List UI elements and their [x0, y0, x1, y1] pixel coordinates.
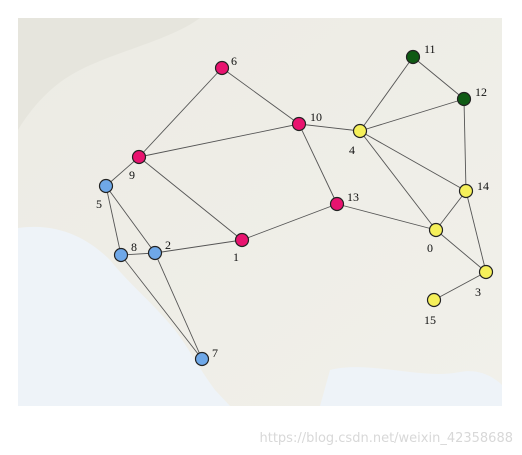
edge: [138, 123, 300, 158]
node: [478, 264, 494, 280]
edge: [412, 56, 465, 100]
edge: [336, 203, 437, 231]
edge: [433, 271, 487, 301]
node: [214, 60, 230, 76]
node: [458, 183, 474, 199]
edge: [154, 239, 243, 254]
node-label: 12: [475, 85, 487, 99]
node-label: 11: [424, 42, 436, 56]
edge: [138, 67, 223, 158]
node: [405, 49, 421, 65]
edge: [435, 229, 487, 273]
map-background: [18, 18, 502, 406]
node-label: 6: [231, 54, 237, 68]
node: [131, 149, 147, 165]
edge: [435, 190, 467, 231]
edge: [241, 203, 338, 241]
node-label: 8: [131, 240, 137, 254]
node: [428, 222, 444, 238]
edge: [359, 130, 467, 192]
edge: [120, 254, 203, 360]
edge: [105, 185, 122, 256]
edge: [154, 252, 203, 360]
node: [113, 247, 129, 263]
node-label: 9: [129, 168, 135, 182]
node-label: 5: [96, 197, 102, 211]
node: [147, 245, 163, 261]
edge: [221, 67, 300, 125]
node: [291, 116, 307, 132]
node: [426, 292, 442, 308]
watermark: https://blog.csdn.net/weixin_42358688: [259, 431, 513, 446]
edge: [105, 185, 156, 254]
node: [329, 196, 345, 212]
node-label: 1: [233, 250, 239, 264]
edge: [465, 190, 487, 273]
node-label: 0: [427, 241, 433, 255]
node: [194, 351, 210, 367]
edge: [359, 98, 465, 132]
node-labels: 0 1 2 3 4 5 6 7 8 9 10 11 12 13 14 15: [96, 42, 489, 360]
edge: [359, 130, 437, 231]
node-label: 10: [310, 110, 322, 124]
node-label: 13: [347, 190, 359, 204]
edge: [138, 156, 243, 241]
edge: [105, 156, 140, 187]
node-label: 7: [212, 346, 218, 360]
node-label: 14: [477, 179, 489, 193]
edge: [463, 98, 467, 192]
edges: [105, 56, 487, 360]
edge: [298, 123, 361, 132]
node-label: 3: [475, 285, 481, 299]
node-label: 4: [349, 143, 355, 157]
edge: [298, 123, 338, 205]
node: [98, 178, 114, 194]
nodes: [98, 49, 494, 367]
node-label: 2: [165, 238, 171, 252]
node: [352, 123, 368, 139]
edge: [359, 56, 414, 132]
node: [456, 91, 472, 107]
node-label: 15: [424, 313, 436, 327]
node: [234, 232, 250, 248]
